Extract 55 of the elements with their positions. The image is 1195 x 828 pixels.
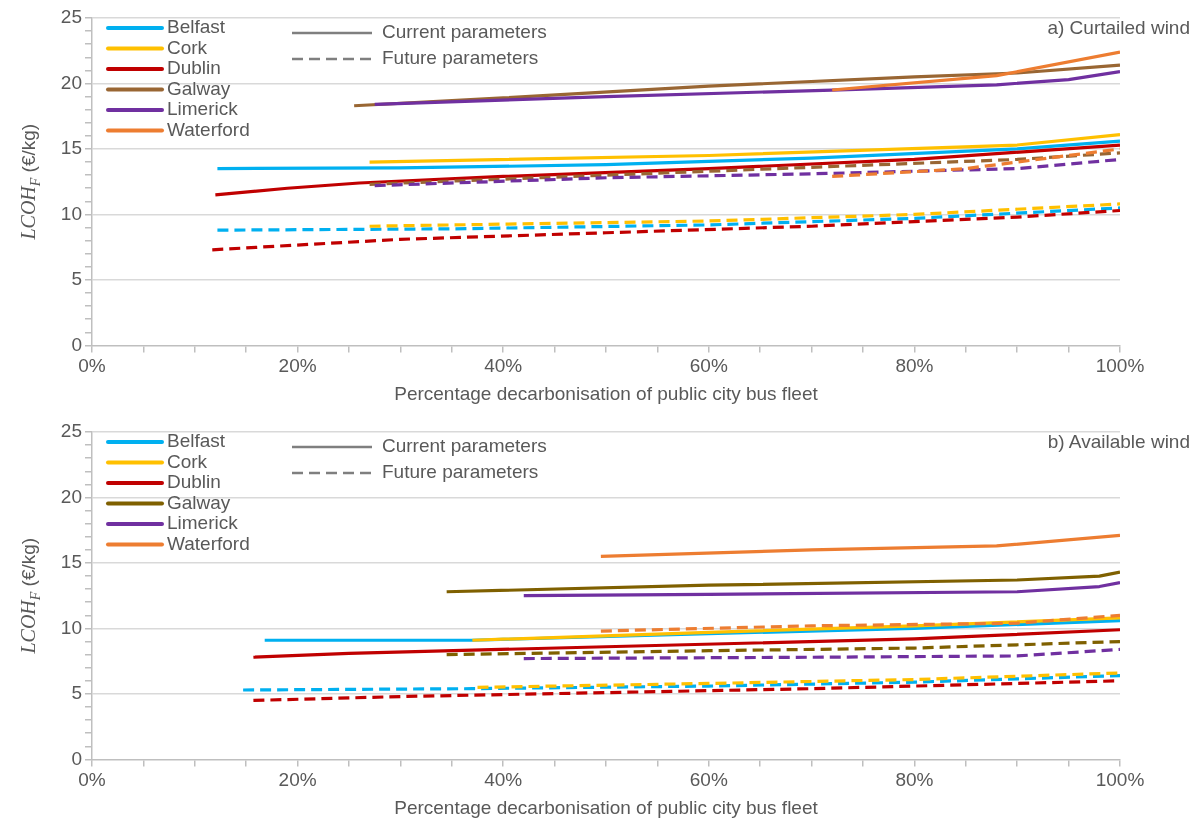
y-tick-label: 15 — [60, 137, 82, 159]
annotation: Future parameters — [382, 461, 539, 483]
x-tick-label: 0% — [78, 355, 106, 377]
annotation: Current parameters — [382, 435, 547, 457]
legend-label: Galway — [167, 77, 231, 99]
x-tick-label: 100% — [1095, 355, 1145, 377]
legend-label: Cork — [167, 36, 208, 58]
x-tick-label: 20% — [278, 769, 317, 791]
annotation: a) Curtailed wind — [1047, 17, 1190, 39]
y-tick-label: 20 — [60, 71, 82, 93]
legend-label: Limerick — [167, 512, 239, 534]
line-series — [215, 206, 1120, 232]
y-tick-label: 0 — [71, 747, 82, 769]
x-tick-label: 20% — [278, 355, 317, 377]
x-axis-title: Percentage decarbonisation of public city bus fleet — [394, 382, 819, 404]
legend-label: Galway — [167, 491, 231, 513]
y-tick-label: 20 — [60, 485, 82, 507]
x-tick-label: 80% — [895, 769, 934, 791]
legend-label: Cork — [167, 450, 208, 472]
y-axis-title: LCOHF (€/kg) — [17, 537, 43, 655]
line-series — [241, 673, 1120, 692]
legend-label: Waterford — [167, 532, 250, 554]
legend-label: Dublin — [167, 471, 221, 493]
line-series — [367, 202, 1120, 228]
annotation: Future parameters — [382, 47, 539, 69]
y-tick-label: 10 — [60, 202, 82, 224]
x-tick-label: 60% — [689, 355, 728, 377]
y-tick-label: 0 — [71, 333, 82, 355]
y-axis-title: LCOHF (€/kg) — [17, 123, 43, 241]
x-tick-label: 40% — [484, 355, 523, 377]
line-series — [445, 639, 1120, 657]
annotation: Current parameters — [382, 21, 547, 43]
legend-label: Dublin — [167, 57, 221, 79]
x-tick-label: 0% — [78, 769, 106, 791]
x-tick-label: 40% — [484, 769, 523, 791]
legend-label: Belfast — [167, 16, 226, 38]
line-series — [599, 613, 1120, 633]
legend-label: Waterford — [167, 118, 250, 140]
y-tick-label: 25 — [60, 420, 82, 442]
y-tick-label: 15 — [60, 551, 82, 573]
line-series — [367, 151, 1120, 186]
line-series — [475, 671, 1120, 689]
y-tick-label: 5 — [71, 268, 82, 290]
x-tick-label: 100% — [1095, 769, 1145, 791]
line-series — [522, 647, 1120, 661]
y-tick-label: 5 — [71, 682, 82, 704]
line-series — [210, 208, 1120, 252]
x-tick-label: 80% — [895, 355, 934, 377]
x-axis-title: Percentage decarbonisation of public city bus fleet — [394, 796, 819, 818]
annotation: b) Available wind — [1047, 431, 1190, 453]
y-tick-label: 25 — [60, 6, 82, 28]
legend-label: Limerick — [167, 98, 239, 120]
x-tick-label: 60% — [689, 769, 728, 791]
y-tick-label: 10 — [60, 616, 82, 638]
legend-label: Belfast — [167, 430, 226, 452]
